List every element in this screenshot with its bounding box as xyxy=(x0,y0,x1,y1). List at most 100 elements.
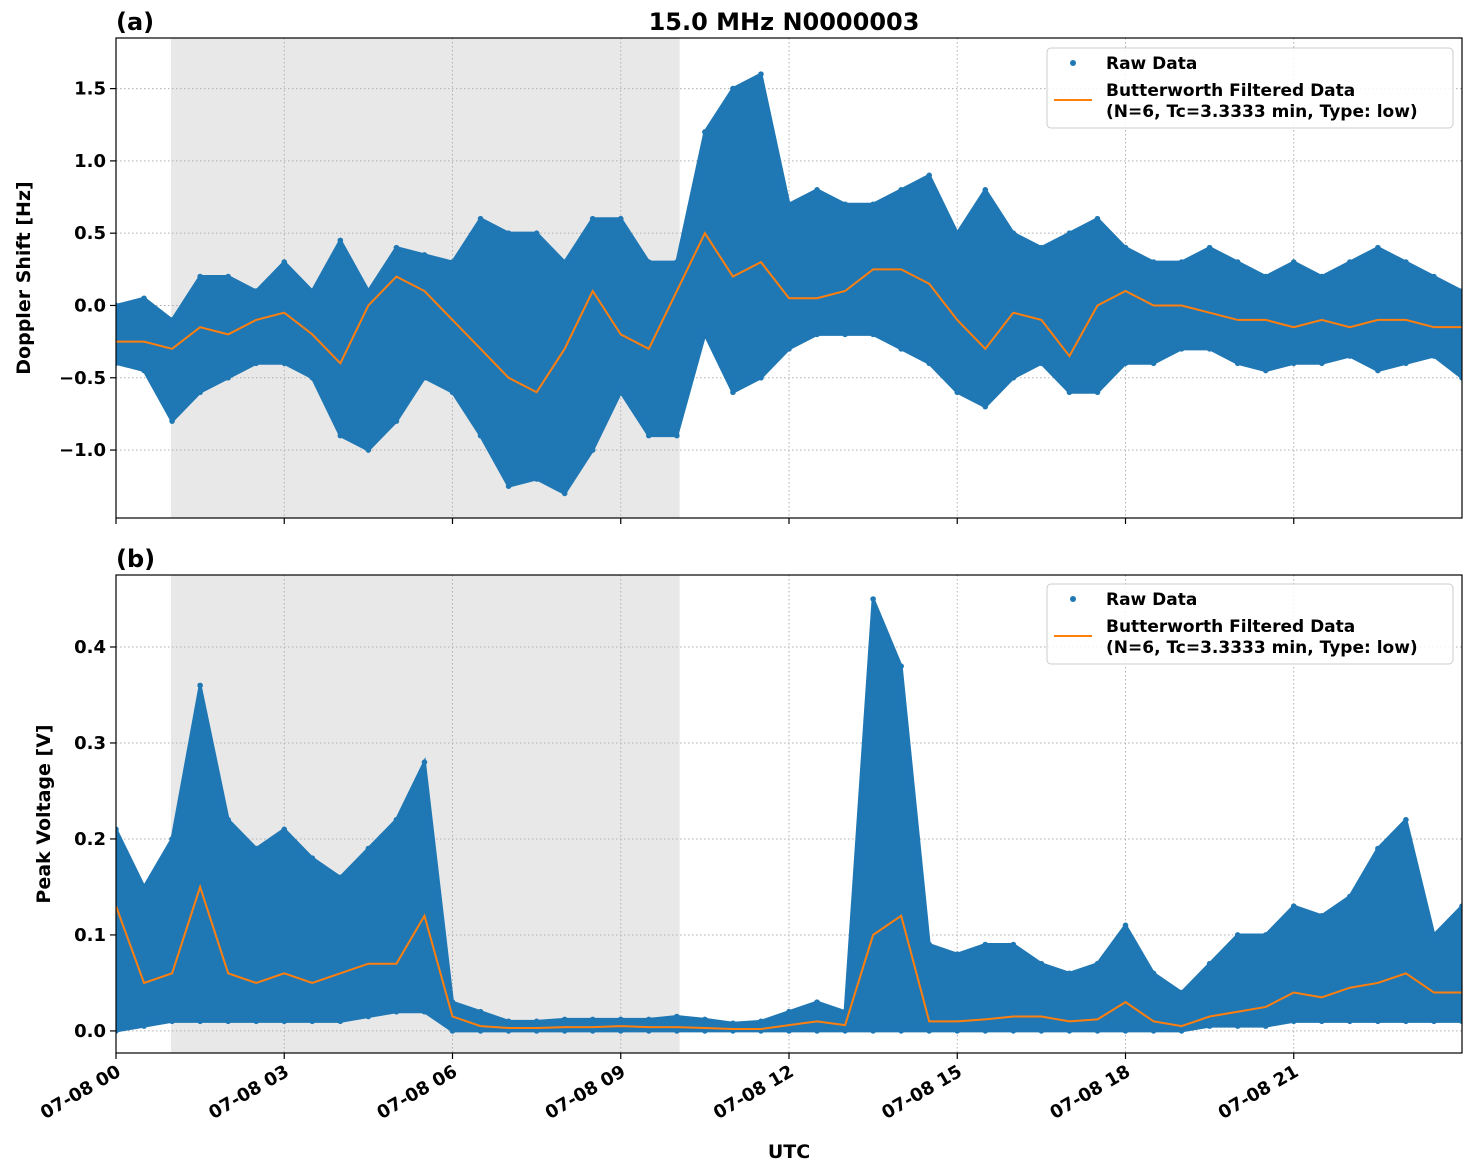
raw-data-point xyxy=(533,476,540,482)
raw-data-point xyxy=(1290,1018,1297,1025)
legend-box xyxy=(1046,47,1454,129)
raw-data-point xyxy=(1122,922,1129,929)
raw-data-point xyxy=(449,389,456,396)
raw-data-point xyxy=(842,1028,848,1034)
raw-data-point xyxy=(954,1028,961,1034)
raw-data-point xyxy=(449,1028,456,1034)
x-tick-label: 07-08 06 xyxy=(374,1061,461,1124)
raw-data-point xyxy=(898,663,904,669)
y-tick-label: −1.0 xyxy=(59,440,106,461)
raw-data-point xyxy=(617,389,624,396)
raw-data-point xyxy=(253,288,260,294)
raw-data-point xyxy=(870,201,876,208)
legend-box xyxy=(1046,583,1454,665)
raw-data-point xyxy=(954,951,961,957)
y-tick-label: −0.5 xyxy=(59,368,106,389)
raw-data-point xyxy=(1375,367,1381,374)
y-tick-label: 0.1 xyxy=(74,925,106,946)
raw-data-point xyxy=(393,1008,400,1015)
legend-filtered-label: Butterworth Filtered Data xyxy=(1106,81,1355,101)
y-axis-label: Peak Voltage [V] xyxy=(33,724,55,903)
x-tick-label: 07-08 09 xyxy=(542,1061,629,1124)
legend-filtered-params: (N=6, Tc=3.3333 min, Type: low) xyxy=(1106,102,1418,122)
raw-data-point xyxy=(1459,374,1462,381)
raw-data-point xyxy=(982,1028,989,1034)
raw-data-point xyxy=(814,999,820,1005)
raw-data-point xyxy=(365,447,372,453)
raw-data-point xyxy=(589,447,596,453)
raw-data-point xyxy=(197,1018,203,1025)
raw-data-point xyxy=(1375,1018,1381,1025)
raw-data-point xyxy=(842,1008,848,1015)
raw-data-point xyxy=(1122,360,1129,367)
raw-data-band xyxy=(116,598,1462,1033)
raw-data-point xyxy=(141,884,147,890)
raw-data-point xyxy=(1262,932,1269,938)
raw-data-point xyxy=(421,374,428,381)
panel-label: (b) xyxy=(116,545,155,573)
raw-data-point xyxy=(1431,353,1437,359)
raw-data-point xyxy=(702,1028,708,1034)
raw-data-point xyxy=(870,331,876,338)
raw-data-point xyxy=(954,230,961,236)
raw-data-point xyxy=(730,1020,736,1027)
panel-a: −1.0 −0.5 0.0 0.5 1.0 1.5 (a) Doppler Shift [Hz… xyxy=(13,8,1463,524)
raw-data-point xyxy=(309,288,316,294)
raw-data-point xyxy=(1010,941,1017,948)
raw-data-point xyxy=(1038,360,1045,367)
raw-data-point xyxy=(1347,893,1353,900)
legend-raw-label: Raw Data xyxy=(1106,54,1197,74)
plot-area xyxy=(116,596,1462,1034)
raw-data-point xyxy=(1038,244,1045,251)
y-tick-label: 1.5 xyxy=(74,79,106,100)
raw-data-point xyxy=(421,252,428,258)
raw-data-point xyxy=(116,1028,119,1034)
raw-data-point xyxy=(116,826,119,833)
x-tick-label: 07-08 21 xyxy=(1215,1061,1302,1124)
raw-data-point xyxy=(1066,1028,1073,1034)
raw-data-point xyxy=(505,1028,512,1034)
raw-data-point xyxy=(842,331,848,338)
raw-data-point xyxy=(421,759,428,765)
legend: Raw Data Butterworth Filtered Data(N=6, T… xyxy=(1046,583,1454,665)
raw-data-point xyxy=(589,1028,596,1034)
raw-data-point xyxy=(337,1018,344,1025)
raw-data-point xyxy=(645,1028,652,1034)
raw-data-point xyxy=(197,273,203,280)
raw-data-point xyxy=(1206,960,1213,967)
raw-data-point xyxy=(926,1028,933,1034)
raw-data-point xyxy=(505,230,512,236)
y-tick-label: 1.0 xyxy=(74,151,106,172)
raw-data-point xyxy=(505,1018,512,1025)
raw-data-point xyxy=(169,317,175,323)
x-axis-label: UTC xyxy=(768,1141,810,1163)
raw-data-point xyxy=(365,845,372,852)
plot-area xyxy=(116,71,1462,497)
raw-data-point xyxy=(1094,1028,1101,1034)
legend-filtered-label: Butterworth Filtered Data xyxy=(1106,617,1355,637)
raw-data-point xyxy=(645,1016,652,1023)
raw-data-point xyxy=(1094,389,1101,396)
raw-data-point xyxy=(561,1016,568,1023)
raw-data-point xyxy=(814,331,820,338)
raw-data-point xyxy=(758,374,764,381)
raw-data-point xyxy=(477,1028,484,1034)
raw-data-point xyxy=(141,295,147,302)
raw-data-point xyxy=(786,1008,792,1015)
raw-data-point xyxy=(449,259,456,265)
raw-data-point xyxy=(1403,816,1409,823)
raw-data-point xyxy=(393,418,400,424)
raw-data-point xyxy=(1094,215,1101,222)
raw-data-point xyxy=(926,360,933,367)
raw-data-point xyxy=(1431,932,1437,938)
raw-data-point xyxy=(116,360,119,367)
raw-data-point xyxy=(1234,932,1241,938)
raw-data-point xyxy=(898,346,904,352)
legend-filtered-params: (N=6, Tc=3.3333 min, Type: low) xyxy=(1106,638,1418,658)
raw-data-point xyxy=(1122,1028,1129,1034)
raw-data-point xyxy=(1206,1023,1213,1029)
raw-data-point xyxy=(1066,970,1073,977)
chart-title: 15.0 MHz N0000003 xyxy=(649,8,920,36)
raw-data-point xyxy=(253,845,260,852)
raw-data-point xyxy=(1066,230,1073,236)
